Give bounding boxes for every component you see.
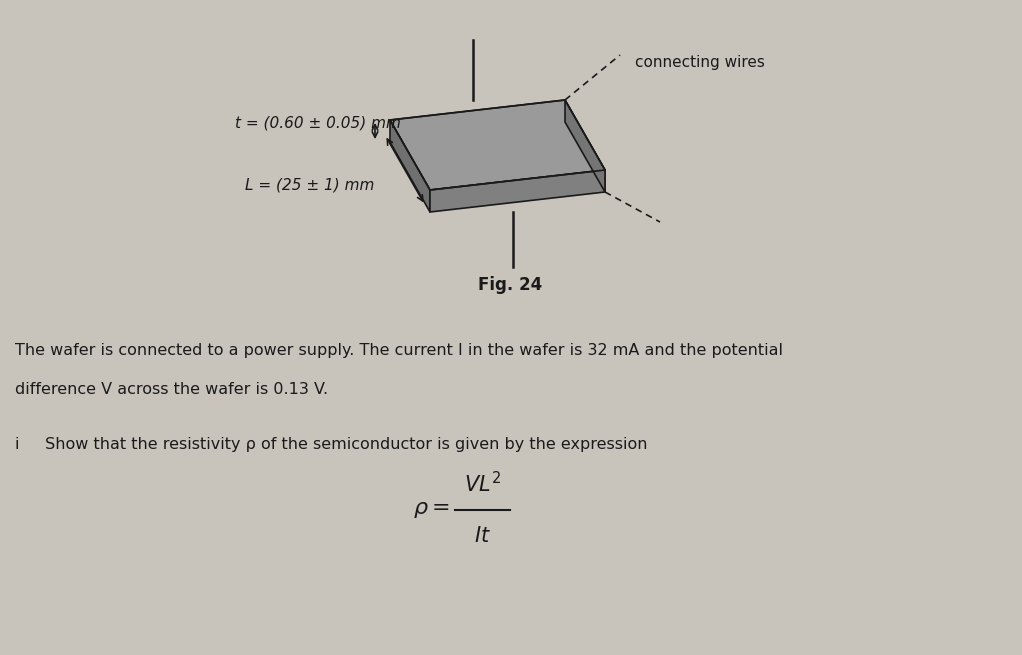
Text: $It$: $It$ [474,526,491,546]
Polygon shape [430,170,605,212]
Text: L = (25 ± 1) mm: L = (25 ± 1) mm [245,178,374,193]
Text: $VL^2$: $VL^2$ [464,472,501,496]
Text: $\rho =$: $\rho =$ [413,500,450,520]
Text: difference V across the wafer is 0.13 V.: difference V across the wafer is 0.13 V. [15,383,328,398]
Text: The wafer is connected to a power supply. The current I in the wafer is 32 mA an: The wafer is connected to a power supply… [15,343,783,358]
Polygon shape [565,100,605,192]
Text: Fig. 24: Fig. 24 [478,276,542,294]
Polygon shape [390,120,430,212]
Text: t = (0.60 ± 0.05) mm: t = (0.60 ± 0.05) mm [235,115,401,130]
Text: connecting wires: connecting wires [635,54,764,69]
Polygon shape [390,100,605,190]
Text: i     Show that the resistivity ρ of the semiconductor is given by the expressio: i Show that the resistivity ρ of the sem… [15,438,648,453]
